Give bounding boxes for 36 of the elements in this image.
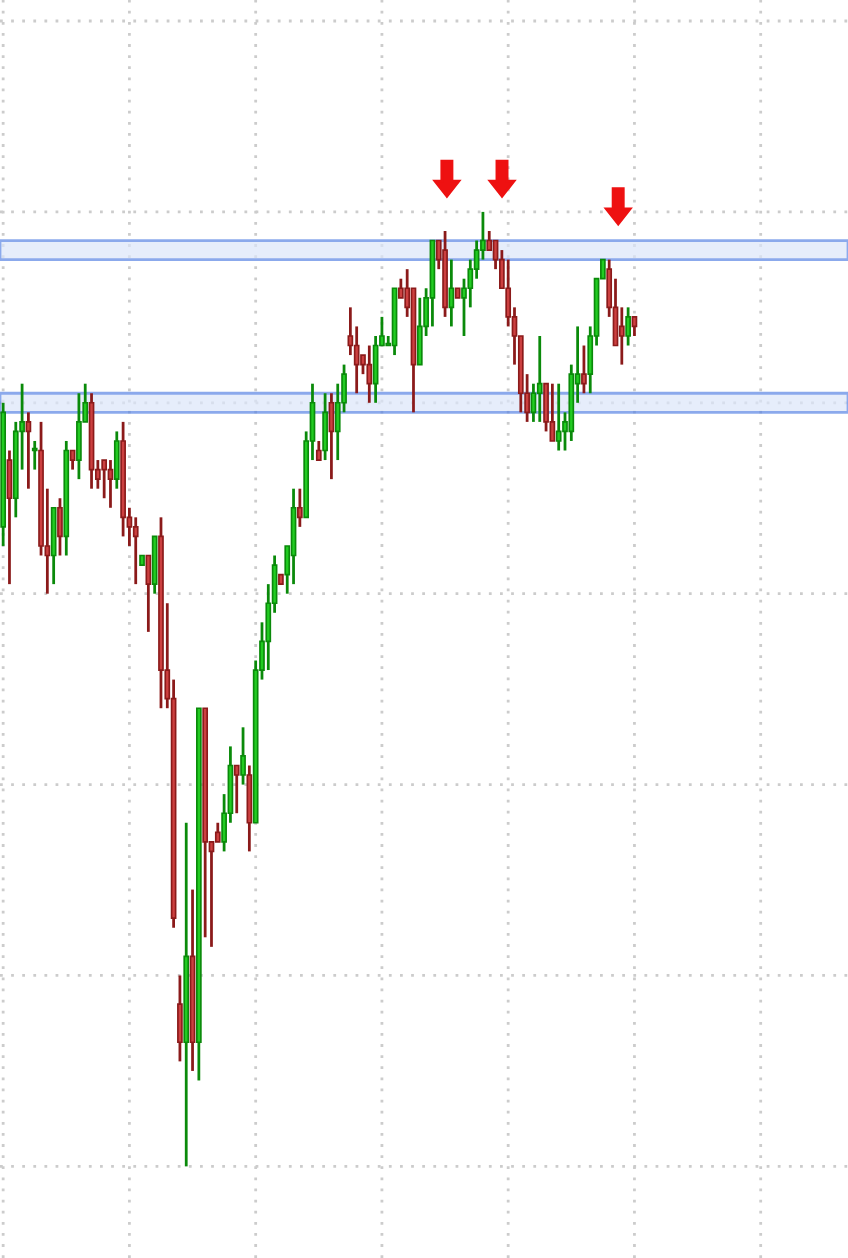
candlestick	[12, 420, 19, 519]
candlestick	[202, 707, 209, 939]
candlestick	[366, 344, 373, 405]
candlestick	[101, 459, 108, 500]
candlestick	[76, 391, 82, 481]
candlestick	[297, 487, 303, 529]
candlestick	[555, 382, 562, 452]
candlestick	[625, 305, 631, 347]
candlestick	[278, 573, 284, 585]
candlestick	[158, 515, 164, 710]
candlestick	[107, 458, 114, 510]
candlestick	[139, 554, 145, 566]
candlestick	[536, 334, 543, 424]
candlestick	[0, 401, 7, 548]
candlestick	[69, 449, 76, 471]
candlestick	[454, 287, 461, 299]
candlestick	[145, 554, 152, 634]
candlestick	[113, 430, 120, 491]
candlestick	[120, 420, 126, 538]
candlestick	[50, 506, 57, 586]
candlestick	[631, 316, 638, 338]
candlestick	[132, 515, 139, 586]
candlestick	[347, 305, 354, 357]
candlestick	[315, 439, 322, 461]
candlestick	[151, 535, 158, 596]
candlestick	[177, 974, 183, 1063]
candlestick	[618, 305, 625, 366]
candlestick	[549, 382, 556, 442]
candlestick	[233, 764, 240, 815]
candlestick	[246, 764, 253, 853]
candlestick	[183, 821, 190, 1168]
candlestick	[416, 296, 423, 366]
candlestick	[448, 258, 455, 328]
candlestick	[63, 439, 70, 557]
candlestick	[195, 707, 202, 1082]
candlestick	[25, 410, 32, 491]
